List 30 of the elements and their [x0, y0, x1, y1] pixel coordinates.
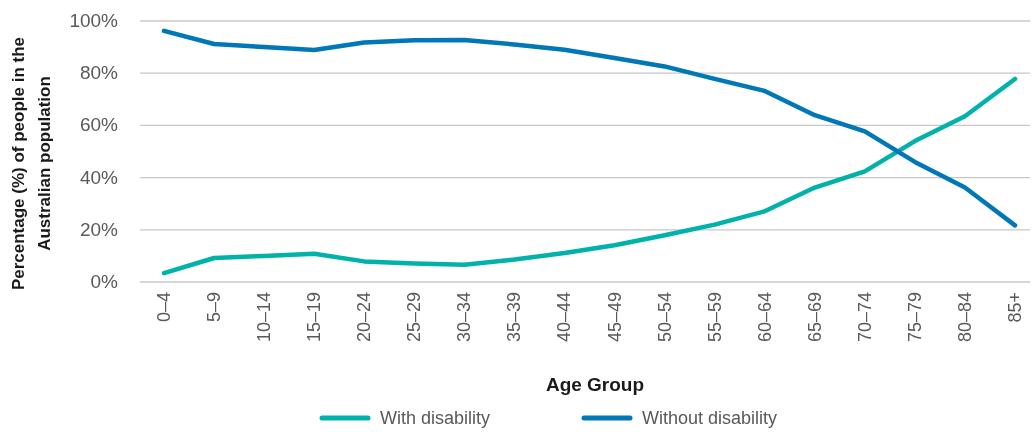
- x-tick-label: 25–29: [404, 292, 425, 343]
- x-tick-label: 60–64: [754, 292, 775, 343]
- x-tick-label: 20–24: [354, 292, 375, 343]
- y-tick-label: 60%: [79, 114, 119, 136]
- x-tick-label: 50–54: [654, 292, 675, 343]
- line-series: [161, 76, 1018, 276]
- x-tick-label: 65–69: [804, 292, 825, 343]
- y-tick-label: 20%: [79, 218, 119, 240]
- y-tick-label: 0%: [90, 271, 119, 292]
- x-tick-label: 30–34: [454, 292, 475, 343]
- x-tick-label: 80–84: [954, 292, 975, 343]
- x-tick-label: 35–39: [504, 292, 525, 343]
- x-tick-label: 5–9: [204, 292, 225, 323]
- x-tick-label: 15–19: [304, 292, 325, 343]
- x-tick-label: 40–44: [554, 292, 575, 343]
- legend-label: With disability: [380, 408, 491, 428]
- x-tick-label: 45–49: [604, 292, 625, 343]
- x-tick-label: 70–74: [854, 292, 875, 343]
- x-axis-title: Age Group: [545, 374, 645, 395]
- x-tick-label: 85+: [1005, 292, 1025, 323]
- legend-label: Without disability: [642, 408, 778, 428]
- y-tick-label: 80%: [79, 62, 119, 84]
- x-tick-label: 0–4: [154, 292, 174, 323]
- y-tick-label: 100%: [69, 10, 119, 31]
- line-series: [161, 28, 1018, 228]
- y-axis-title: Percentage (%) of people in the Australian population: [9, 36, 54, 291]
- x-tick-label: 10–14: [254, 292, 275, 343]
- x-tick-label: 55–59: [704, 292, 725, 343]
- y-tick-label: 40%: [79, 166, 119, 188]
- x-tick-label: 75–79: [904, 292, 925, 343]
